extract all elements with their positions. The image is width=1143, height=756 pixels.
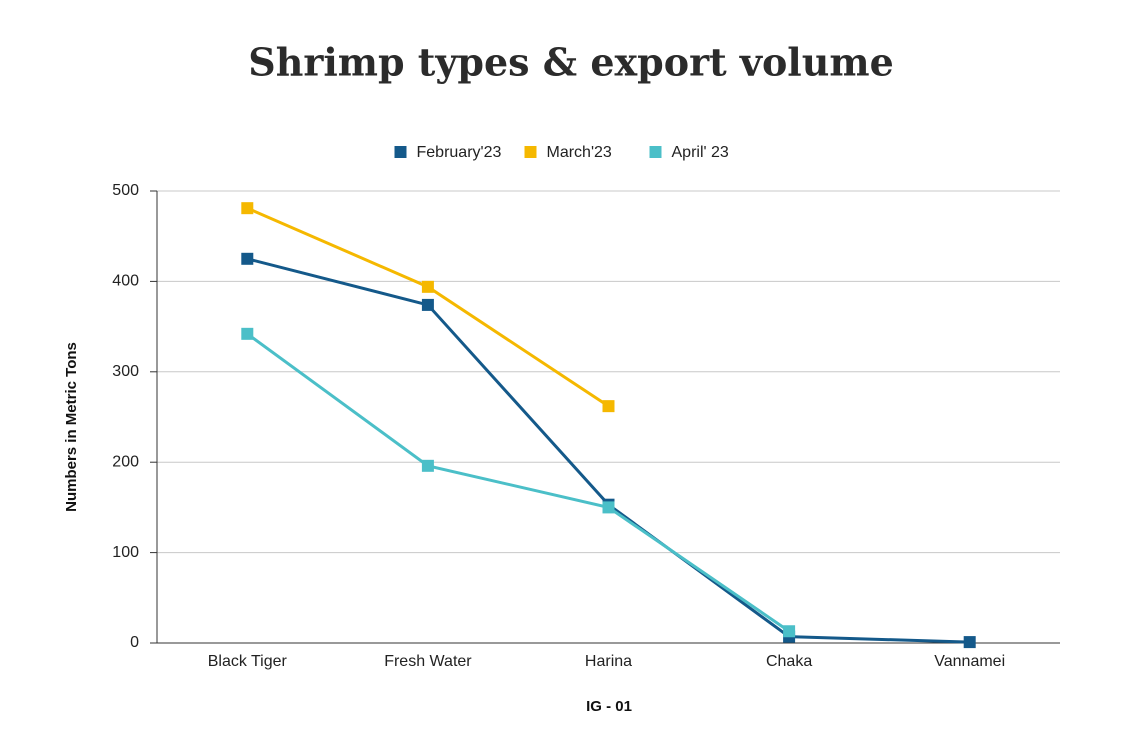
y-tick-label: 400 bbox=[112, 273, 139, 290]
point-marker bbox=[421, 280, 434, 293]
legend-swatch bbox=[649, 146, 662, 158]
point-marker bbox=[421, 459, 434, 472]
x-tick-label: Vannamei bbox=[934, 653, 1005, 670]
point-marker bbox=[241, 202, 254, 215]
point-marker bbox=[421, 298, 434, 311]
point-marker bbox=[241, 327, 254, 340]
y-tick-label: 500 bbox=[112, 182, 139, 199]
x-axis-label: IG - 01 bbox=[586, 698, 632, 715]
y-tick-label: 0 bbox=[130, 634, 139, 651]
x-tick-label: Harina bbox=[585, 653, 632, 670]
x-tick-label: Chaka bbox=[766, 653, 812, 670]
point-marker bbox=[602, 501, 615, 514]
legend-entry: April' 23 bbox=[672, 144, 729, 161]
series-line bbox=[246, 257, 970, 644]
y-tick-label: 200 bbox=[112, 453, 139, 470]
point-marker bbox=[783, 625, 796, 638]
series-line bbox=[246, 332, 790, 633]
point-marker bbox=[241, 252, 254, 265]
legend-entry: February'23 bbox=[417, 144, 502, 161]
y-tick-label: 100 bbox=[112, 544, 139, 561]
legend-entry: March'23 bbox=[547, 144, 612, 161]
legend-swatch bbox=[394, 146, 407, 158]
legend-swatch bbox=[524, 146, 537, 158]
point-marker bbox=[963, 636, 976, 649]
point-marker bbox=[602, 400, 615, 413]
y-axis-label: Numbers in Metric Tons bbox=[63, 342, 80, 512]
x-tick-label: Fresh Water bbox=[384, 653, 472, 670]
y-tick-label: 300 bbox=[112, 363, 139, 380]
x-tick-label: Black Tiger bbox=[208, 653, 288, 670]
chart-title: Shrimp types & export volume bbox=[248, 40, 894, 85]
